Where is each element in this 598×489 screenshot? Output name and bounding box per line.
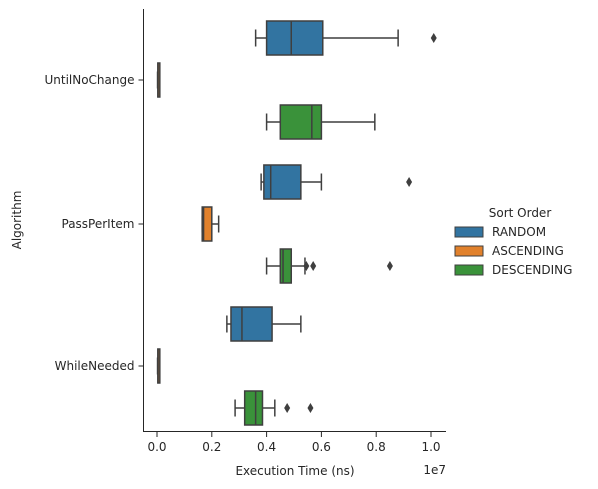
legend-swatch xyxy=(454,264,484,276)
x-tick-label: 0.8 xyxy=(367,440,386,454)
box-ascending-untilnochange xyxy=(156,62,161,98)
box-ascending-whileneeded xyxy=(156,348,161,384)
box-iqr xyxy=(201,206,213,242)
y-ticks: UntilNoChange PassPerItem WhileNeeded xyxy=(44,73,144,373)
box-iqr xyxy=(263,164,302,200)
legend: Sort Order RANDOM ASCENDING DESCENDING xyxy=(454,206,572,277)
x-tick-label: 0.0 xyxy=(147,440,166,454)
y-tick-label: UntilNoChange xyxy=(44,73,134,87)
legend-label: DESCENDING xyxy=(492,263,572,277)
x-tick-label: 1.0 xyxy=(421,440,440,454)
y-tick-label: WhileNeeded xyxy=(55,359,135,373)
box-iqr xyxy=(243,390,264,426)
box-iqr xyxy=(279,104,323,140)
y-axis-label: Algorithm xyxy=(10,191,24,250)
legend-label: ASCENDING xyxy=(492,244,564,258)
box-ascending-passperitem xyxy=(201,206,220,242)
x-axis-offset-label: 1e7 xyxy=(423,463,446,477)
outlier-point xyxy=(284,403,291,413)
legend-swatch xyxy=(454,245,484,257)
box-descending-whileneeded xyxy=(234,390,314,426)
outlier-point xyxy=(406,177,413,187)
x-tick-label: 0.4 xyxy=(257,440,276,454)
legend-label: RANDOM xyxy=(492,225,546,239)
legend-title: Sort Order xyxy=(489,206,552,220)
box-iqr xyxy=(230,306,273,342)
x-axis-label: Execution Time (ns) xyxy=(235,464,354,478)
plot-area xyxy=(156,20,437,426)
outlier-point xyxy=(307,403,314,413)
box-iqr xyxy=(265,20,324,56)
outlier-point xyxy=(303,261,310,271)
box-iqr xyxy=(279,248,293,284)
outlier-point xyxy=(310,261,317,271)
x-ticks: 0.0 0.2 0.4 0.6 0.8 1.0 xyxy=(147,432,441,454)
outlier-point xyxy=(430,33,437,43)
box-descending-untilnochange xyxy=(265,104,376,140)
legend-swatch xyxy=(454,226,484,238)
x-tick-label: 0.2 xyxy=(202,440,221,454)
axes xyxy=(143,9,446,432)
legend-entries: RANDOM ASCENDING DESCENDING xyxy=(454,225,572,277)
outlier-point xyxy=(386,261,393,271)
box-random-untilnochange xyxy=(254,20,437,56)
box-random-passperitem xyxy=(260,164,413,200)
box-random-whileneeded xyxy=(226,306,302,342)
y-tick-label: PassPerItem xyxy=(62,217,135,231)
box-descending-passperitem xyxy=(265,248,393,284)
x-tick-label: 0.6 xyxy=(312,440,331,454)
